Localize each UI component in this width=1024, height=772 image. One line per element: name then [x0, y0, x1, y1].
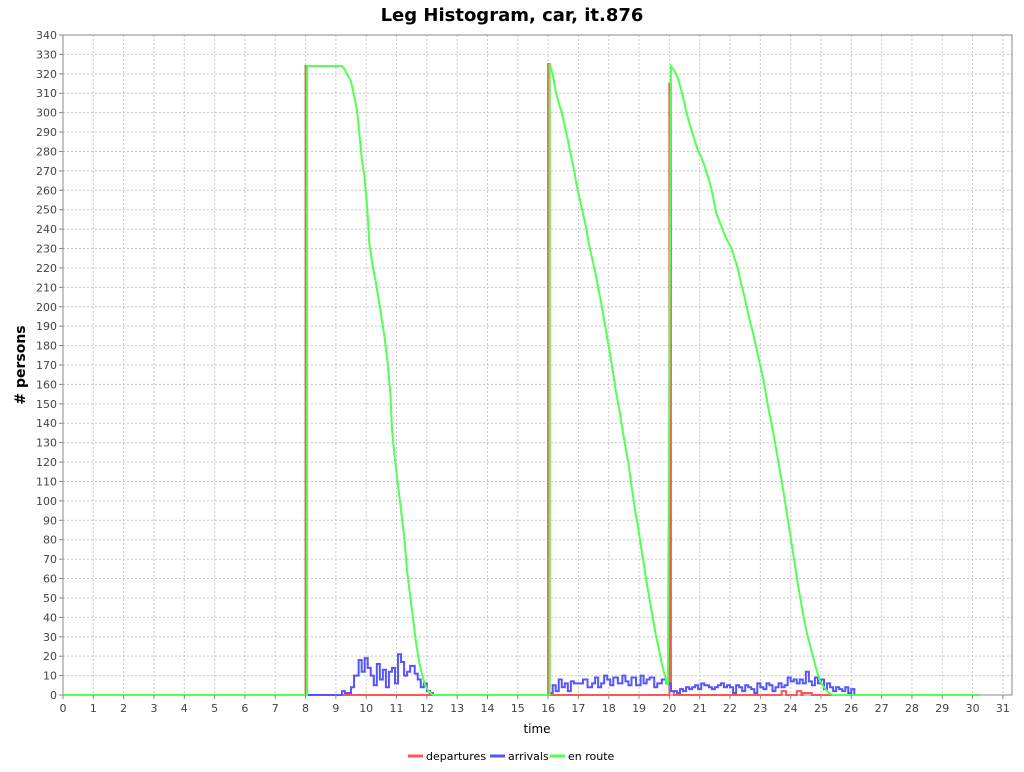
- y-tick-label: 250: [36, 204, 57, 217]
- y-tick-label: 120: [36, 456, 57, 469]
- x-tick-label: 6: [241, 702, 248, 715]
- x-tick-label: 12: [420, 702, 434, 715]
- x-tick-label: 18: [602, 702, 616, 715]
- x-tick-label: 13: [450, 702, 464, 715]
- x-tick-label: 7: [272, 702, 279, 715]
- y-tick-label: 190: [36, 320, 57, 333]
- x-tick-label: 16: [541, 702, 555, 715]
- y-tick-label: 330: [36, 48, 57, 61]
- legend-label-en-route: en route: [568, 750, 615, 763]
- y-tick-label: 210: [36, 281, 57, 294]
- series-line-arrivals: [63, 653, 979, 696]
- x-tick-label: 22: [723, 702, 737, 715]
- y-tick-label: 130: [36, 437, 57, 450]
- x-tick-label: 31: [996, 702, 1010, 715]
- legend: departures arrivals en route: [408, 750, 615, 763]
- y-tick-label: 20: [43, 650, 57, 663]
- x-tick-label: 8: [302, 702, 309, 715]
- y-tick-label: 200: [36, 301, 57, 314]
- y-tick-label: 240: [36, 223, 57, 236]
- y-axis-ticks: 0 10 20 30 40 50 60 70 80 90 100 110 120 130 140 150 160…: [36, 29, 63, 702]
- series-line-en-route: [63, 63, 979, 696]
- y-tick-label: 60: [43, 573, 57, 586]
- y-tick-label: 340: [36, 29, 57, 42]
- x-tick-label: 1: [90, 702, 97, 715]
- legend-label-departures: departures: [426, 750, 486, 763]
- y-tick-label: 90: [43, 514, 57, 527]
- y-tick-label: 290: [36, 126, 57, 139]
- y-tick-label: 230: [36, 243, 57, 256]
- y-tick-label: 30: [43, 631, 57, 644]
- x-axis-label: time: [523, 722, 550, 736]
- x-tick-label: 26: [844, 702, 858, 715]
- x-tick-label: 19: [632, 702, 646, 715]
- chart-title: Leg Histogram, car, it.876: [381, 5, 644, 26]
- x-tick-label: 29: [935, 702, 949, 715]
- y-tick-label: 270: [36, 165, 57, 178]
- x-tick-label: 30: [966, 702, 980, 715]
- plot-area: [62, 34, 1013, 696]
- y-tick-label: 310: [36, 87, 57, 100]
- x-tick-label: 25: [814, 702, 828, 715]
- x-axis-ticks: 0 1 2 3 4 5 6 7 8 9 10 11 12 13 14 15 16 17 18 19 20 21 22 23 24…: [60, 695, 1010, 715]
- x-tick-label: 20: [662, 702, 676, 715]
- y-axis-label: # persons: [13, 325, 29, 404]
- x-tick-label: 3: [150, 702, 157, 715]
- y-tick-label: 10: [43, 670, 57, 683]
- x-tick-label: 11: [390, 702, 404, 715]
- y-tick-label: 80: [43, 534, 57, 547]
- y-tick-label: 110: [36, 475, 57, 488]
- y-tick-label: 100: [36, 495, 57, 508]
- x-tick-label: 10: [359, 702, 373, 715]
- series-lines: [63, 63, 979, 696]
- x-tick-label: 27: [875, 702, 889, 715]
- y-tick-label: 280: [36, 145, 57, 158]
- x-tick-label: 24: [784, 702, 798, 715]
- series-line-departures: [63, 63, 979, 696]
- x-tick-label: 23: [753, 702, 767, 715]
- x-tick-label: 15: [511, 702, 525, 715]
- x-tick-label: 21: [693, 702, 707, 715]
- y-tick-label: 0: [50, 689, 57, 702]
- y-tick-label: 170: [36, 359, 57, 372]
- y-tick-label: 300: [36, 107, 57, 120]
- y-tick-label: 260: [36, 184, 57, 197]
- y-tick-label: 180: [36, 340, 57, 353]
- x-tick-label: 2: [120, 702, 127, 715]
- y-tick-label: 150: [36, 398, 57, 411]
- x-tick-label: 4: [181, 702, 188, 715]
- y-tick-label: 220: [36, 262, 57, 275]
- y-tick-label: 160: [36, 378, 57, 391]
- x-tick-label: 28: [905, 702, 919, 715]
- x-tick-label: 17: [571, 702, 585, 715]
- y-tick-label: 320: [36, 68, 57, 81]
- x-tick-label: 9: [332, 702, 339, 715]
- grid-lines: [62, 34, 1012, 696]
- x-tick-label: 0: [60, 702, 67, 715]
- y-tick-label: 50: [43, 592, 57, 605]
- legend-label-arrivals: arrivals: [508, 750, 549, 763]
- y-tick-label: 70: [43, 553, 57, 566]
- y-tick-label: 40: [43, 611, 57, 624]
- x-tick-label: 5: [211, 702, 218, 715]
- x-tick-label: 14: [480, 702, 494, 715]
- y-tick-label: 140: [36, 417, 57, 430]
